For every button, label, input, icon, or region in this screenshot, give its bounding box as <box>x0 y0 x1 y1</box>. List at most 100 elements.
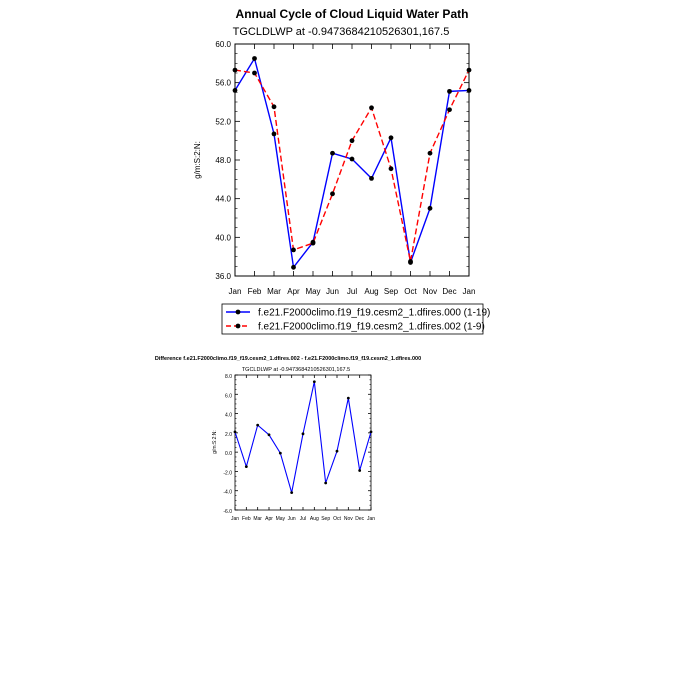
diff-ytick-label: 0.0 <box>225 451 232 457</box>
main-xtick-label: Jun <box>326 287 339 296</box>
difference-chart-subtitle: TGCLDLWP at -0.9473684210526301,167.5 <box>242 367 350 373</box>
main-chart: Annual Cycle of Cloud Liquid Water Path … <box>193 7 490 335</box>
diff-series-line-1 <box>234 381 372 494</box>
main-series-2-point <box>447 107 452 113</box>
main-ytick-label: 44.0 <box>215 195 231 204</box>
diff-xtick-label: Apr <box>265 516 273 522</box>
main-xtick-label: Oct <box>404 287 417 296</box>
diff-xtick-label: Jan <box>231 516 239 522</box>
diff-xtick-label: Aug <box>310 516 319 522</box>
difference-chart: Difference f.e21.F2000climo.f19_f19.cesm… <box>155 356 421 522</box>
diff-ytick-label: 6.0 <box>225 393 232 399</box>
main-series-1-point <box>271 131 277 137</box>
main-xtick-label: Apr <box>287 287 300 296</box>
difference-x-axis: Jan Feb Mar Apr May Jun Jul Aug Sep Oct Nov Dec Jan <box>231 375 375 522</box>
main-xtick-label: May <box>305 287 320 296</box>
diff-xtick-label: Dec <box>355 516 364 522</box>
diff-series-1-point <box>335 449 339 453</box>
diff-xtick-label: Mar <box>253 516 262 522</box>
diff-series-1-point <box>244 465 248 469</box>
main-series-2-point <box>330 191 335 197</box>
diff-series-1-point <box>312 380 316 384</box>
main-series-1-point <box>291 264 296 270</box>
diff-xtick-label: Feb <box>242 516 251 522</box>
diff-xtick-label: Oct <box>333 516 341 522</box>
difference-chart-ylabel: g/m:S:2:N: <box>212 430 218 454</box>
main-series-1-point <box>427 205 433 211</box>
main-chart-subtitle: TGCLDLWP at -0.9473684210526301,167.5 <box>233 26 450 38</box>
main-xtick-label: Jul <box>347 287 357 296</box>
main-series-1-point <box>369 175 374 181</box>
main-series-1-point <box>252 56 257 61</box>
main-series-2-point <box>310 240 316 246</box>
main-series-2-point <box>232 67 238 73</box>
main-ytick-label: 48.0 <box>215 156 231 165</box>
main-xtick-label: Nov <box>423 287 437 296</box>
diff-ytick-label: -4.0 <box>223 490 232 496</box>
main-chart-ylabel: g/m:S:2:N: <box>193 141 202 179</box>
main-xtick-label: Sep <box>384 287 399 296</box>
main-x-axis: Jan Feb Mar Apr May Jun Jul Aug Sep Oct Nov Dec Jan <box>229 44 476 296</box>
legend-marker-series-1 <box>235 309 241 315</box>
main-series-2-point <box>388 166 394 172</box>
main-ytick-label: 36.0 <box>215 272 231 281</box>
diff-ytick-label: 4.0 <box>225 413 232 419</box>
main-y-axis: 36.0 40.0 44.0 48.0 52.0 56.0 60.0 <box>215 40 469 281</box>
main-series-line-2 <box>234 69 470 263</box>
diff-xtick-label: May <box>276 516 286 522</box>
main-xtick-label: Jan <box>229 287 242 296</box>
main-series-2-point <box>271 104 277 110</box>
diff-series-1-point <box>346 396 350 400</box>
diff-series-1-point <box>358 469 362 472</box>
main-series-2-point <box>466 67 472 73</box>
diff-xtick-label: Sep <box>321 516 330 522</box>
diff-xtick-label: Jun <box>288 516 296 522</box>
main-series-1-point <box>388 135 394 141</box>
diff-ytick-label: -6.0 <box>223 509 232 515</box>
diff-xtick-label: Jan <box>367 516 375 522</box>
main-series-group <box>232 56 472 270</box>
diff-series-1-point <box>278 451 282 455</box>
main-series-1-point <box>349 156 355 162</box>
diff-series-1-point <box>256 423 260 427</box>
main-series-line-1 <box>234 57 470 268</box>
difference-series-group <box>233 380 373 495</box>
diff-xtick-label: Jul <box>300 516 306 522</box>
diff-series-1-point <box>267 433 271 437</box>
legend-marker-series-2 <box>235 323 241 329</box>
main-series-1-point <box>232 88 238 93</box>
main-series-1-point <box>330 150 335 156</box>
main-xtick-label: Jan <box>463 287 476 296</box>
diff-ytick-label: 8.0 <box>225 374 232 380</box>
main-legend: f.e21.F2000climo.f19_f19.cesm2_1.dfires.… <box>221 303 490 335</box>
main-series-2-point <box>408 259 413 264</box>
main-xtick-label: Dec <box>442 287 456 296</box>
main-series-2-point <box>349 138 355 144</box>
diff-series-1-point <box>290 491 294 495</box>
diff-ytick-label: -2.0 <box>223 470 232 476</box>
diff-series-1-point <box>369 430 373 434</box>
main-xtick-label: Mar <box>267 287 281 296</box>
main-ytick-label: 56.0 <box>215 79 231 88</box>
main-chart-title: Annual Cycle of Cloud Liquid Water Path <box>236 7 469 21</box>
main-series-2-point <box>291 247 296 253</box>
difference-chart-title: Difference f.e21.F2000climo.f19_f19.cesm… <box>155 356 421 362</box>
main-ytick-label: 52.0 <box>215 117 231 126</box>
main-ytick-label: 40.0 <box>215 233 231 242</box>
diff-series-1-point <box>233 430 237 434</box>
main-series-2-point <box>427 150 433 156</box>
main-xtick-label: Aug <box>364 287 378 296</box>
diff-xtick-label: Nov <box>344 516 353 522</box>
diff-ytick-label: 2.0 <box>225 432 232 438</box>
legend-box <box>221 303 484 335</box>
diff-series-1-point <box>301 432 305 436</box>
difference-plot-frame <box>234 374 372 511</box>
main-series-1-point <box>466 88 472 93</box>
main-series-2-point <box>252 70 257 76</box>
main-xtick-label: Feb <box>248 287 262 296</box>
main-series-2-point <box>369 105 374 111</box>
legend-label-series-1: f.e21.F2000climo.f19_f19.cesm2_1.dfires.… <box>258 308 490 319</box>
main-series-1-point <box>447 88 452 94</box>
difference-y-axis: -6.0 -4.0 -2.0 0.0 2.0 4.0 6.0 8.0 <box>223 374 371 515</box>
